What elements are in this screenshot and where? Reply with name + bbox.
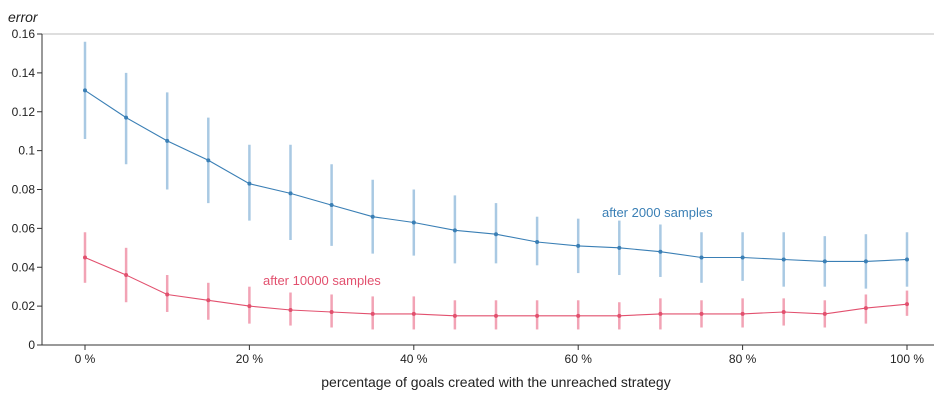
data-point: [617, 313, 622, 318]
data-point: [124, 273, 129, 278]
data-point: [740, 311, 745, 316]
x-tick-label: 20 %: [236, 352, 264, 366]
data-point: [822, 311, 827, 316]
data-point: [288, 308, 293, 313]
data-point: [329, 309, 334, 314]
data-point: [288, 191, 293, 196]
data-point: [576, 313, 581, 318]
y-tick-label: 0.16: [12, 27, 36, 41]
x-tick-label: 100 %: [890, 352, 924, 366]
data-point: [658, 311, 663, 316]
y-tick-label: 0.04: [12, 260, 36, 274]
data-point: [165, 292, 170, 297]
data-point: [863, 306, 868, 311]
data-point: [247, 181, 252, 186]
data-point: [576, 243, 581, 248]
series-1: [83, 232, 909, 330]
data-point: [905, 302, 909, 307]
data-point: [124, 115, 129, 120]
y-tick-label: 0.14: [12, 66, 36, 80]
data-point: [699, 255, 704, 260]
data-point: [83, 88, 87, 93]
data-point: [83, 255, 87, 260]
x-tick-label: 80 %: [729, 352, 757, 366]
data-point: [658, 249, 663, 254]
data-point: [206, 298, 211, 303]
data-point: [905, 257, 909, 262]
data-point: [535, 239, 540, 244]
series-layer: [83, 41, 909, 330]
series-0: [83, 41, 909, 289]
y-axis-title: error: [8, 9, 39, 25]
data-point: [781, 309, 786, 314]
x-axis: 0 % 20 % 40 % 60 % 80 % 100 %: [42, 344, 934, 366]
x-tick-label: 40 %: [400, 352, 428, 366]
data-point: [617, 245, 622, 250]
y-tick-label: 0.08: [12, 183, 36, 197]
data-point: [452, 313, 457, 318]
data-point: [822, 259, 827, 264]
data-point: [165, 138, 170, 143]
series-label-2000-samples: after 2000 samples: [602, 205, 713, 220]
y-tick-label: 0.06: [12, 221, 36, 235]
series-label-10000-samples: after 10000 samples: [263, 273, 381, 288]
y-tick-label: 0: [28, 338, 35, 352]
data-point: [863, 259, 868, 264]
data-point: [206, 158, 211, 163]
data-point: [494, 232, 498, 237]
data-point: [370, 311, 375, 316]
data-point: [247, 304, 252, 309]
data-point: [411, 220, 416, 225]
data-point: [494, 313, 498, 318]
data-point: [740, 255, 745, 260]
y-tick-label: 0.12: [12, 105, 36, 119]
data-point: [452, 228, 457, 233]
data-point: [535, 313, 540, 318]
x-tick-label: 0 %: [75, 352, 96, 366]
y-tick-label: 0.02: [12, 299, 36, 313]
x-axis-title: percentage of goals created with the unr…: [321, 374, 670, 390]
y-tick-label: 0.1: [18, 144, 35, 158]
y-axis: 0 0.02 0.04 0.06 0.08 0.1 0.12 0.14 0.16: [12, 27, 43, 352]
data-point: [370, 214, 375, 219]
data-point: [411, 311, 416, 316]
data-point: [781, 257, 786, 262]
data-point: [329, 203, 334, 208]
data-point: [699, 311, 704, 316]
x-tick-label: 60 %: [565, 352, 593, 366]
